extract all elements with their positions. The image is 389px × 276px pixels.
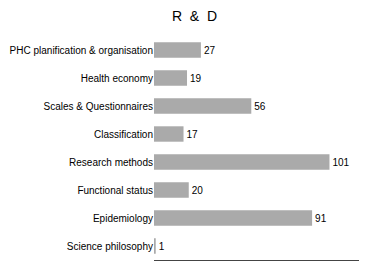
svg-text:Science philosophy: Science philosophy [67, 241, 153, 252]
svg-text:Research methods: Research methods [69, 157, 153, 168]
svg-text:56: 56 [254, 101, 266, 112]
svg-text:PHC planification & organisati: PHC planification & organisation [10, 45, 153, 56]
svg-text:Scales & Questionnaires: Scales & Questionnaires [43, 101, 153, 112]
svg-text:Health economy: Health economy [81, 73, 153, 84]
svg-text:20: 20 [192, 185, 204, 196]
svg-text:101: 101 [332, 157, 349, 168]
svg-text:27: 27 [204, 45, 216, 56]
svg-text:17: 17 [187, 129, 199, 140]
svg-text:1: 1 [159, 241, 165, 252]
svg-text:Classification: Classification [94, 129, 153, 140]
svg-text:Functional status: Functional status [77, 185, 153, 196]
svg-text:Epidemiology: Epidemiology [93, 213, 153, 224]
svg-text:R & D: R & D [172, 8, 217, 24]
svg-text:19: 19 [190, 73, 202, 84]
svg-text:91: 91 [315, 213, 327, 224]
